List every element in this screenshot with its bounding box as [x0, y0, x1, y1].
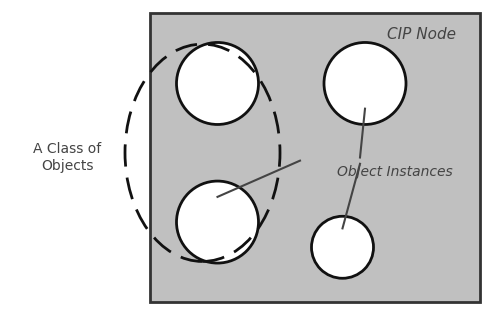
Ellipse shape: [312, 216, 374, 278]
FancyBboxPatch shape: [150, 13, 480, 302]
Ellipse shape: [176, 43, 258, 124]
Text: A Class of
Objects: A Class of Objects: [34, 142, 102, 173]
Text: CIP Node: CIP Node: [387, 27, 456, 42]
Ellipse shape: [324, 43, 406, 124]
Text: Object Instances: Object Instances: [337, 165, 452, 179]
Ellipse shape: [176, 181, 258, 263]
